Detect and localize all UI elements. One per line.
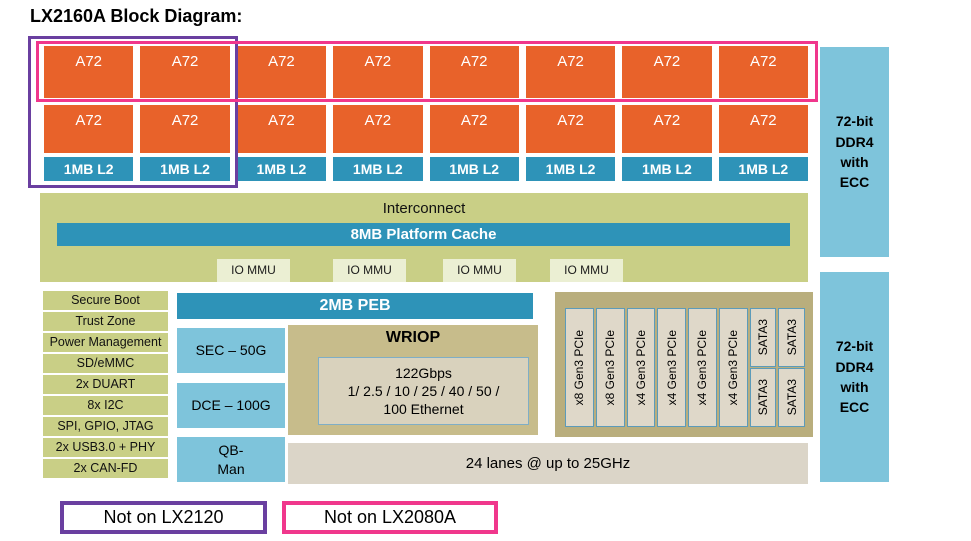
a72-core: A72 <box>333 46 423 98</box>
wriop-block: WRIOP 122Gbps 1/ 2.5 / 10 / 25 / 40 / 50… <box>288 325 538 435</box>
qbman-accelerator: QB- Man <box>177 437 285 482</box>
serdes-panel: x8 Gen3 PCIe x8 Gen3 PCIe x4 Gen3 PCIe x4 G… <box>555 292 813 437</box>
a72-core: A72 <box>44 46 134 98</box>
pcie-lane: x4 Gen3 PCIe <box>626 308 656 427</box>
sata-port: SATA3 <box>749 308 777 367</box>
pcie-lane: x4 Gen3 PCIe <box>718 308 748 427</box>
sata-port-label: SATA3 <box>755 319 770 356</box>
l2-cache: 1MB L2 <box>236 157 327 181</box>
iommu-block: IO MMU <box>217 259 290 282</box>
peripheral-item: Trust Zone <box>43 312 168 331</box>
peripheral-item: 2x USB3.0 + PHY <box>43 438 168 457</box>
serdes-slots: x8 Gen3 PCIe x8 Gen3 PCIe x4 Gen3 PCIe x4 G… <box>565 308 805 427</box>
a72-core: A72 <box>622 46 712 98</box>
peripheral-item: Secure Boot <box>43 291 168 310</box>
l2-cache: 1MB L2 <box>429 157 519 181</box>
sata-column: SATA3 SATA3 <box>778 308 805 427</box>
platform-cache-bar: 8MB Platform Cache <box>57 223 790 246</box>
cpu-core-grid: A72 A72 1MB L2 A72 A72 1MB L2 A72 A72 1MB L2 A72 A… <box>44 46 808 181</box>
pcie-lane-label: x4 Gen3 PCIe <box>695 329 710 406</box>
legend-not-on-lx2080a: Not on LX2080A <box>282 501 498 534</box>
pcie-lane-label: x4 Gen3 PCIe <box>633 329 648 406</box>
a72-core: A72 <box>140 105 230 153</box>
pcie-lane-label: x8 Gen3 PCIe <box>572 329 587 406</box>
l2-cache: 1MB L2 <box>525 157 616 181</box>
interconnect-label: Interconnect <box>382 200 466 217</box>
peripheral-item: SPI, GPIO, JTAG <box>43 417 168 436</box>
a72-core: A72 <box>718 105 808 153</box>
ethernet-rates: 122Gbps 1/ 2.5 / 10 / 25 / 40 / 50 / 100… <box>318 357 529 425</box>
pcie-lane: x4 Gen3 PCIe <box>657 308 686 427</box>
core-column: A72 A72 1MB L2 <box>718 46 808 181</box>
peripheral-list: Secure Boot Trust Zone Power Management SD/… <box>43 291 168 478</box>
pcie-lane: x8 Gen3 PCIe <box>565 308 594 427</box>
iommu-block: IO MMU <box>443 259 516 282</box>
core-column: A72 A72 1MB L2 <box>140 46 230 181</box>
sata-port-label: SATA3 <box>784 379 799 416</box>
legend-not-on-lx2120: Not on LX2120 <box>60 501 267 534</box>
sata-port: SATA3 <box>749 368 777 427</box>
dce-accelerator: DCE – 100G <box>177 383 285 428</box>
pcie-lane: x4 Gen3 PCIe <box>688 308 717 427</box>
sata-column: SATA3 SATA3 <box>749 308 777 427</box>
iommu-block: IO MMU <box>333 259 406 282</box>
a72-core: A72 <box>718 46 808 98</box>
core-column: A72 A72 1MB L2 <box>236 46 327 181</box>
a72-core: A72 <box>525 105 616 153</box>
core-column: A72 A72 1MB L2 <box>429 46 519 181</box>
l2-cache: 1MB L2 <box>333 157 423 181</box>
peripheral-item: 2x CAN-FD <box>43 459 168 478</box>
interconnect-band: Interconnect 8MB Platform Cache IO MMU IO… <box>40 193 808 282</box>
sata-port-label: SATA3 <box>755 379 770 416</box>
a72-core: A72 <box>140 46 230 98</box>
a72-core: A72 <box>236 105 327 153</box>
peripheral-item: 2x DUART <box>43 375 168 394</box>
ddr4-controller-top: 72-bit DDR4 with ECC <box>820 47 889 257</box>
core-column: A72 A72 1MB L2 <box>333 46 423 181</box>
a72-core: A72 <box>429 46 519 98</box>
a72-core: A72 <box>44 105 134 153</box>
l2-cache: 1MB L2 <box>44 157 134 181</box>
pcie-lane-label: x4 Gen3 PCIe <box>726 329 741 406</box>
core-column: A72 A72 1MB L2 <box>525 46 616 181</box>
a72-core: A72 <box>236 46 327 98</box>
ddr4-controller-bottom: 72-bit DDR4 with ECC <box>820 272 889 482</box>
peripheral-item: Power Management <box>43 333 168 352</box>
l2-cache: 1MB L2 <box>718 157 808 181</box>
pcie-lane-label: x4 Gen3 PCIe <box>664 329 679 406</box>
l2-cache: 1MB L2 <box>622 157 712 181</box>
pcie-lane-label: x8 Gen3 PCIe <box>603 329 618 406</box>
pcie-lane: x8 Gen3 PCIe <box>595 308 625 427</box>
sata-port-label: SATA3 <box>784 319 799 356</box>
a72-core: A72 <box>525 46 616 98</box>
peripheral-item: SD/eMMC <box>43 354 168 373</box>
page-title: LX2160A Block Diagram: <box>30 6 243 26</box>
sata-port: SATA3 <box>778 368 805 427</box>
a72-core: A72 <box>333 105 423 153</box>
sec-accelerator: SEC – 50G <box>177 328 285 373</box>
l2-cache: 1MB L2 <box>140 157 230 181</box>
sata-port: SATA3 <box>778 308 805 367</box>
peripheral-item: 8x I2C <box>43 396 168 415</box>
core-column: A72 A72 1MB L2 <box>44 46 134 181</box>
core-column: A72 A72 1MB L2 <box>622 46 712 181</box>
peb-memory-bar: 2MB PEB <box>177 293 533 319</box>
serdes-lanes-bar: 24 lanes @ up to 25GHz <box>288 443 808 484</box>
a72-core: A72 <box>429 105 519 153</box>
a72-core: A72 <box>622 105 712 153</box>
iommu-block: IO MMU <box>550 259 623 282</box>
wriop-title: WRIOP <box>385 329 441 346</box>
